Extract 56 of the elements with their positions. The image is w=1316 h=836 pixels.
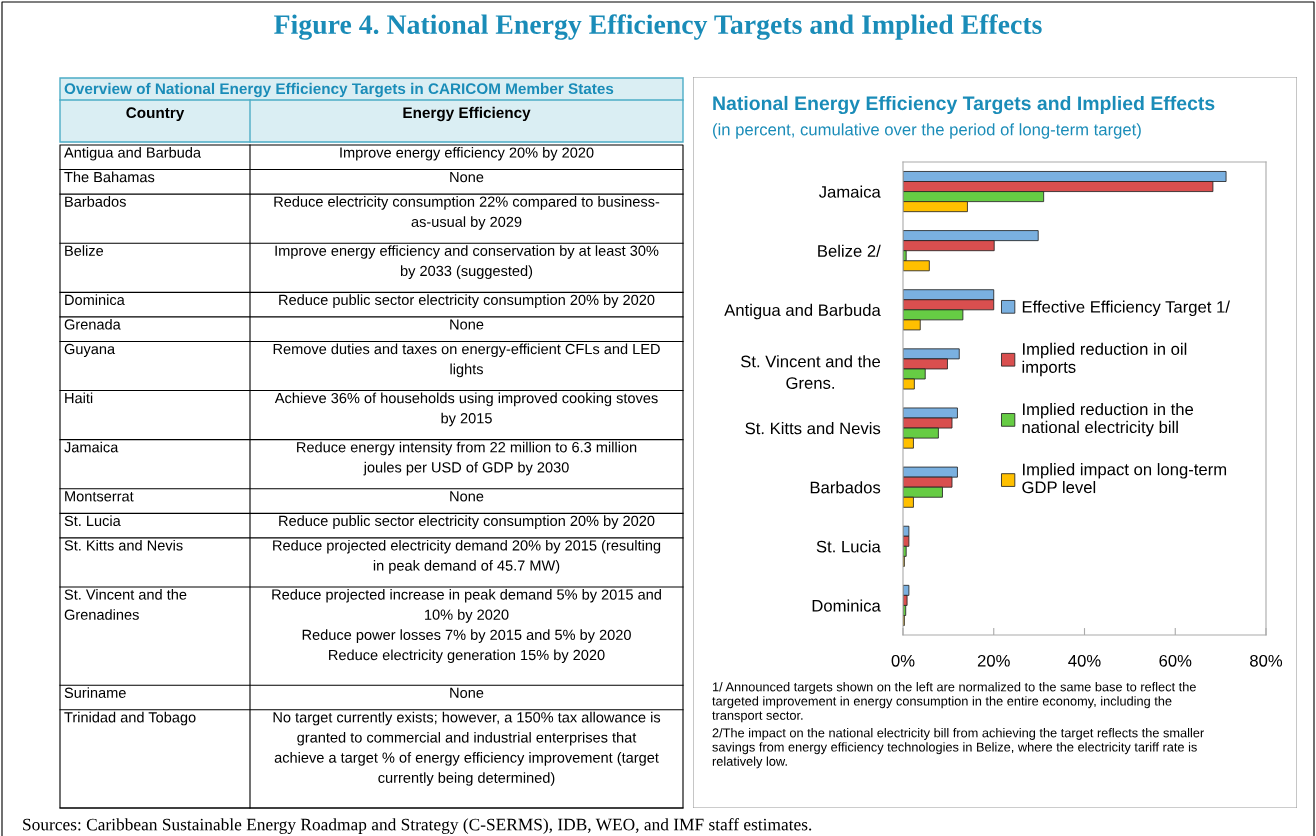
source-note: Sources: Caribbean Sustainable Energy Roadmap and Strategy (C-SERMS), IDB, WEO, and IMF staff estimates. <box>23 818 812 834</box>
text: Reduce electricity consumption 22% compared to business- as-usual by 2029 <box>274 196 660 230</box>
y-tick-label: St. Vincent and the Grens. <box>741 355 881 389</box>
legend-label: Implied reduction in the national electricity bill <box>1022 402 1194 437</box>
text: Remove duties and taxes on energy-efficient CFLs and LED lights <box>273 343 660 378</box>
y-tick-label: Belize 2/ <box>818 244 881 257</box>
legend-label: Implied reduction in oil imports <box>1022 342 1187 377</box>
y-tick-label: Jamaica <box>818 185 881 198</box>
text: Reduce energy intensity from 22 million to 6.3 million joules per USD of GDP by 2030 <box>297 441 637 476</box>
category-label: Dominica <box>65 294 125 306</box>
x-tick-label: 20% <box>977 654 1010 667</box>
y-tick-label: Antigua and Barbuda <box>724 303 881 320</box>
text: Achieve 36% of households using improved cooking stoves by 2015 <box>274 392 658 427</box>
category-label: St. Kitts and Nevis <box>64 539 183 551</box>
y-tick-label: St. Lucia <box>816 540 881 553</box>
category-label: Montserrat <box>65 491 134 502</box>
category-label: Antigua and Barbuda <box>64 147 202 161</box>
category-label: Trinidad and Tobago <box>64 711 196 726</box>
x-tick-label: 40% <box>1068 654 1101 667</box>
y-tick-label: Barbados <box>810 481 881 494</box>
y-tick-label: St. Kitts and Nevis <box>745 422 881 435</box>
text: None <box>450 491 484 502</box>
category-label: Grenada <box>64 318 121 330</box>
x-tick-label: 60% <box>1159 654 1192 667</box>
legend-label: Effective Efficiency Target 1/ <box>1022 300 1230 317</box>
category-label: Barbados <box>65 196 126 207</box>
text: 2/The impact on the national electricity bill from achieving the target reflects the smaller savings from energy efficiency technologies in Belize, where the electricity tariff rate is relatively low. <box>712 728 1204 769</box>
text: Reduce projected increase in peak demand 5% by 2015 and 10% by 2020 Reduce power losses 7% by 2015 and 5% by 2020 Reduce electricity generation 15% by 2020 <box>272 589 661 664</box>
text: Improve energy efficiency 20% by 2020 <box>340 147 594 161</box>
text: Improve energy efficiency and conservation by at least 30% by 2033 (suggested) <box>275 245 659 279</box>
category-label: Haiti <box>65 392 93 404</box>
category-label: The Bahamas <box>64 171 155 183</box>
category-label: Suriname <box>64 687 126 698</box>
text: 1/ Announced targets shown on the left are normalized to the same base to reflect the targeted improvement in energy consumption in the entire economy, including the transport sector. <box>712 682 1196 723</box>
text: Reduce public sector electricity consumption 20% by 2020 <box>279 515 655 529</box>
text: None <box>450 687 484 698</box>
category-label: Country <box>126 107 185 122</box>
text: Reduce public sector electricity consumption 20% by 2020 <box>279 294 655 308</box>
text: No target currently exists; however, a 150% tax allowance is granted to commercial and industrial enterprises that achieve a target % of energy efficiency improvement (target currently being determined) <box>273 711 661 786</box>
category-label: St. Vincent and the Grenadines <box>64 589 187 620</box>
text: None <box>450 319 484 330</box>
x-tick-label: 80% <box>1250 654 1283 667</box>
category-label: Jamaica <box>64 441 119 453</box>
category-label: Guyana <box>64 343 116 358</box>
x-tick-label: 0% <box>891 654 915 667</box>
text: None <box>450 172 484 183</box>
text: Figure 4. National Energy Efficiency Targets and Implied Effects <box>274 14 1042 40</box>
text: Overview of National Energy Efficiency Targets in CARICOM Member States <box>64 82 614 98</box>
chart-title: National Energy Efficiency Targets and Implied Effects <box>713 95 1215 115</box>
category-label: Belize <box>65 245 104 256</box>
category-label: St. Lucia <box>64 515 121 527</box>
legend-label: Implied impact on long-term GDP level <box>1022 463 1227 494</box>
y-tick-label: Dominica <box>812 599 881 612</box>
category-label: Energy Efficiency <box>403 106 531 122</box>
chart-subtitle: (in percent, cumulative over the period of long-term target) <box>713 123 1141 139</box>
text: Reduce projected electricity demand 20% by 2015 (resulting in peak demand of 45.7 MW) <box>273 539 661 574</box>
